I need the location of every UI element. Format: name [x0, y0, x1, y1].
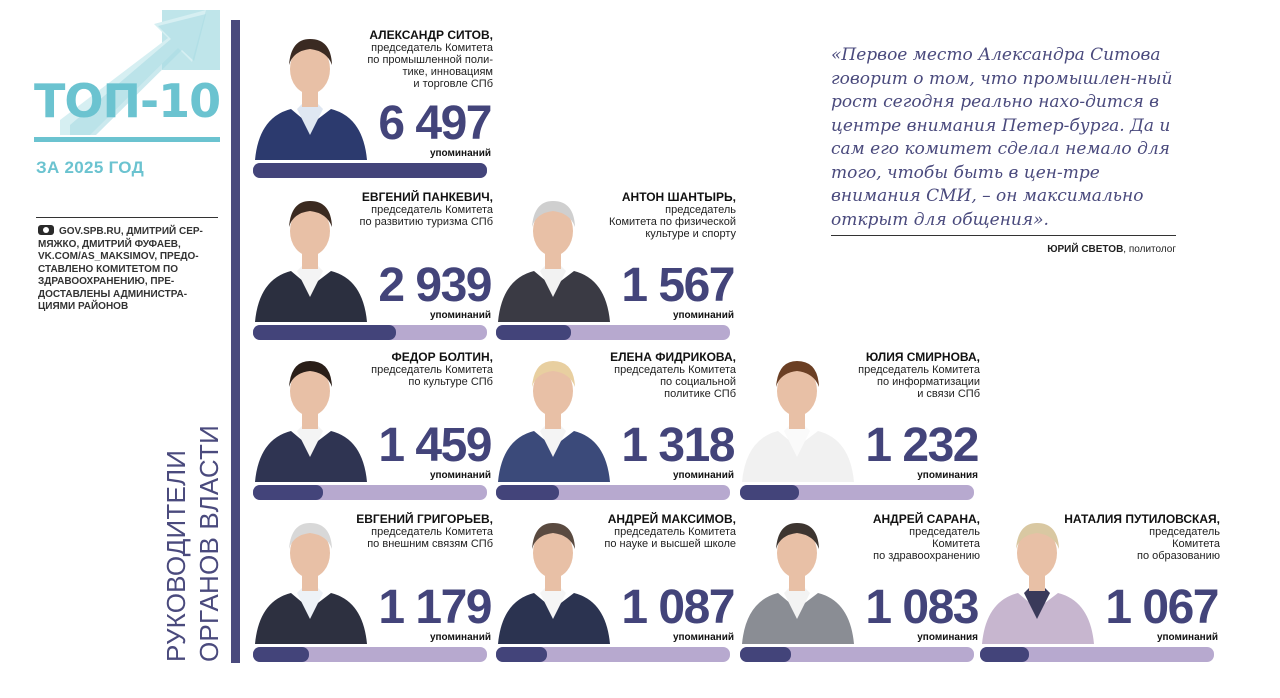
person-card: АНТОН ШАНТЫРЬ, председатель Комитета по … — [496, 190, 736, 340]
person-name: АНДРЕЙ МАКСИМОВ, — [607, 512, 736, 526]
mentions-label: упоминаний — [429, 470, 491, 481]
mentions-count: 1 067 — [1105, 581, 1219, 634]
mentions-bar — [253, 163, 487, 178]
mentions-count: 1 459 — [378, 419, 492, 472]
person-photo — [253, 187, 368, 322]
person-card: НАТАЛИЯ ПУТИЛОВСКАЯ, председатель Комите… — [980, 512, 1220, 662]
vertical-title-line-2: ОРГАНОВ ВЛАСТИ — [194, 425, 224, 662]
person-photo — [740, 347, 855, 482]
mentions-label: упоминаний — [429, 632, 491, 643]
quote-author: ЮРИЙ СВЕТОВ, политолог — [1047, 244, 1176, 255]
mentions-label: упоминаний — [429, 148, 491, 159]
mentions-bar-fill — [740, 647, 792, 662]
person-name: АЛЕКСАНДР СИТОВ, — [369, 28, 493, 42]
person-name: НАТАЛИЯ ПУТИЛОВСКАЯ, — [1064, 512, 1220, 526]
mentions-count: 1 083 — [865, 581, 979, 634]
mentions-bar-fill — [253, 485, 324, 500]
person-role: председатель Комитета по физической куль… — [608, 204, 736, 240]
person-role: председатель Комитета по образованию — [1136, 526, 1220, 562]
mentions-count: 2 939 — [378, 259, 492, 312]
mentions-bar-fill — [253, 647, 310, 662]
person-name: ФЕДОР БОЛТИН, — [391, 350, 493, 364]
person-name: АНТОН ШАНТЫРЬ, — [621, 190, 736, 204]
mentions-bar — [496, 647, 730, 662]
title-underline — [34, 137, 220, 142]
person-name: ЮЛИЯ СМИРНОВА, — [865, 350, 980, 364]
person-card: АЛЕКСАНДР СИТОВ, председатель Комитета п… — [253, 28, 493, 178]
person-name: ЕВГЕНИЙ ГРИГОРЬЕВ, — [356, 512, 493, 526]
credits-divider — [36, 217, 218, 218]
mentions-bar — [253, 325, 487, 340]
vertical-section-title: РУКОВОДИТЕЛИ ОРГАНОВ ВЛАСТИ — [160, 425, 226, 662]
person-card: ЕВГЕНИЙ ГРИГОРЬЕВ, председатель Комитета… — [253, 512, 493, 662]
person-name: АНДРЕЙ САРАНА, — [872, 512, 980, 526]
person-role: председатель Комитета по науке и высшей … — [604, 526, 736, 550]
mentions-bar — [740, 485, 974, 500]
mentions-label: упоминаний — [429, 310, 491, 321]
mentions-bar — [980, 647, 1214, 662]
growth-arrow-decoration — [60, 10, 220, 135]
mentions-count: 1 087 — [621, 581, 735, 634]
person-card: АНДРЕЙ МАКСИМОВ, председатель Комитета п… — [496, 512, 736, 662]
mentions-bar-fill — [253, 325, 396, 340]
person-role: председатель Комитета по социальной поли… — [614, 364, 736, 400]
person-card: АНДРЕЙ САРАНА, председатель Комитета по … — [740, 512, 980, 662]
mentions-bar — [253, 647, 487, 662]
mentions-bar-fill — [496, 647, 548, 662]
person-photo — [253, 347, 368, 482]
mentions-bar-fill — [496, 325, 571, 340]
top-10-title: ТОП-10 — [34, 74, 221, 128]
person-role: председатель Комитета по здравоохранению — [873, 526, 980, 562]
person-card: ЕЛЕНА ФИДРИКОВА, председатель Комитета п… — [496, 350, 736, 500]
person-photo — [980, 509, 1095, 644]
vertical-title-line-1: РУКОВОДИТЕЛИ — [161, 449, 191, 662]
year-label: ЗА 2025 ГОД — [36, 158, 145, 177]
mentions-bar — [496, 325, 730, 340]
mentions-bar — [253, 485, 487, 500]
mentions-bar-fill — [980, 647, 1030, 662]
person-role: председатель Комитета по развитию туризм… — [359, 204, 494, 228]
person-photo — [253, 509, 368, 644]
person-role: председатель Комитета по информатизации … — [858, 364, 980, 400]
person-card: ФЕДОР БОЛТИН, председатель Комитета по к… — [253, 350, 493, 500]
mentions-label: упоминаний — [672, 632, 734, 643]
mentions-label: упоминаний — [672, 310, 734, 321]
mentions-bar — [496, 485, 730, 500]
mentions-count: 1 567 — [621, 259, 735, 312]
person-photo — [496, 347, 611, 482]
mentions-label: упоминания — [917, 470, 978, 481]
mentions-bar — [740, 647, 974, 662]
mentions-label: упоминаний — [1156, 632, 1218, 643]
quote-divider — [831, 235, 1176, 236]
vertical-divider — [231, 20, 240, 663]
person-role: председатель Комитета по внешним связям … — [367, 526, 493, 550]
person-role: председатель Комитета по культуре СПб — [371, 364, 493, 388]
person-role: председатель Комитета по промышленной по… — [367, 42, 493, 90]
person-photo — [740, 509, 855, 644]
mentions-bar-fill — [740, 485, 799, 500]
mentions-count: 1 179 — [378, 581, 492, 634]
person-photo — [496, 187, 611, 322]
person-name: ЕЛЕНА ФИДРИКОВА, — [610, 350, 736, 364]
mentions-count: 1 318 — [621, 419, 735, 472]
person-photo — [253, 25, 368, 160]
mentions-bar-fill — [496, 485, 560, 500]
mentions-count: 6 497 — [378, 97, 492, 150]
quote-author-role: , политолог — [1123, 244, 1176, 255]
quote-author-name: ЮРИЙ СВЕТОВ — [1047, 244, 1124, 255]
photo-credits: GOV.SPB.RU, ДМИТРИЙ СЕР-МЯЖКО, ДМИТРИЙ Ф… — [38, 225, 220, 314]
quote-text: «Первое место Александра Ситова говорит … — [831, 45, 1173, 230]
person-photo — [496, 509, 611, 644]
photo-credits-text: GOV.SPB.RU, ДМИТРИЙ СЕР-МЯЖКО, ДМИТРИЙ Ф… — [38, 226, 203, 312]
person-card: ЮЛИЯ СМИРНОВА, председатель Комитета по … — [740, 350, 980, 500]
mentions-bar-fill — [253, 163, 487, 178]
person-card: ЕВГЕНИЙ ПАНКЕВИЧ, председатель Комитета … — [253, 190, 493, 340]
camera-icon — [38, 225, 54, 235]
mentions-label: упоминаний — [672, 470, 734, 481]
mentions-label: упоминания — [917, 632, 978, 643]
mentions-count: 1 232 — [865, 419, 979, 472]
person-name: ЕВГЕНИЙ ПАНКЕВИЧ, — [361, 190, 493, 204]
